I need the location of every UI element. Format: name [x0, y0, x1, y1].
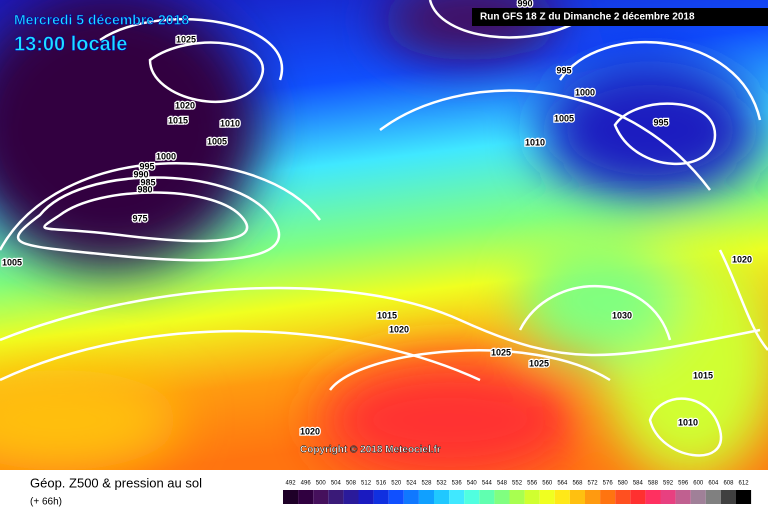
scale-cell	[494, 490, 510, 504]
run-info: Run GFS 18 Z du Dimanche 2 décembre 2018	[480, 12, 695, 23]
scale-cell	[736, 490, 752, 504]
scale-cell	[509, 490, 525, 504]
scale-cell	[720, 490, 736, 504]
scale-cell	[539, 490, 555, 504]
run-box	[472, 8, 768, 26]
map-background	[0, 0, 768, 480]
scale-label: 584	[633, 481, 644, 487]
scale-label: 576	[603, 481, 614, 487]
scale-label: 560	[542, 481, 553, 487]
scale-cell	[585, 490, 601, 504]
scale-cell	[418, 490, 434, 504]
scale-cell	[554, 490, 570, 504]
scale-label: 544	[482, 481, 493, 487]
scale-label: 564	[557, 481, 568, 487]
scale-label: 612	[739, 481, 750, 487]
isobar-label: 1020	[175, 100, 195, 110]
scale-cell	[660, 490, 676, 504]
scale-cell	[449, 490, 465, 504]
scale-cell	[705, 490, 721, 504]
isobar-label: 1005	[2, 257, 22, 267]
isobar-label: 1010	[525, 137, 545, 147]
isobar-label: 995	[556, 65, 571, 75]
isobar-label: 1030	[612, 310, 632, 320]
scale-label: 556	[527, 481, 538, 487]
isobar-label: 1020	[300, 426, 320, 436]
scale-label: 548	[497, 481, 508, 487]
footer-title: Géop. Z500 & pression au sol	[30, 475, 202, 490]
scale-label: 572	[588, 481, 599, 487]
scale-label: 528	[421, 481, 432, 487]
isobar-label: 1005	[554, 113, 574, 123]
isobar-label: 1020	[732, 254, 752, 264]
scale-label: 520	[391, 481, 402, 487]
scale-cell	[434, 490, 450, 504]
copyright: Copyright © 2018 Meteociel.fr	[300, 445, 441, 456]
isobar-label: 995	[653, 117, 668, 127]
scale-cell	[630, 490, 646, 504]
scale-cell	[343, 490, 359, 504]
scale-label: 588	[648, 481, 659, 487]
scale-cell	[615, 490, 631, 504]
scale-label: 500	[316, 481, 327, 487]
scale-label: 592	[663, 481, 674, 487]
scale-label: 552	[512, 481, 523, 487]
isobar-label: 1010	[220, 118, 240, 128]
scale-cell	[690, 490, 706, 504]
isobar-label: 980	[137, 184, 152, 194]
scale-label: 532	[437, 481, 448, 487]
isobar-label: 1005	[207, 136, 227, 146]
scale-cell	[524, 490, 540, 504]
scale-label: 496	[301, 481, 312, 487]
scale-label: 504	[331, 481, 342, 487]
isobar-label: 1010	[678, 417, 698, 427]
scale-label: 512	[361, 481, 372, 487]
isobar-label: 990	[517, 0, 532, 8]
isobar-label: 1025	[491, 347, 511, 357]
isobar-label: 1020	[389, 324, 409, 334]
scale-label: 516	[376, 481, 387, 487]
scale-label: 508	[346, 481, 357, 487]
isobar-label: 1015	[168, 115, 188, 125]
scale-cell	[358, 490, 374, 504]
scale-label: 540	[467, 481, 478, 487]
scale-label: 536	[452, 481, 463, 487]
isobar-label: 990	[133, 169, 148, 179]
isobar-label: 985	[140, 177, 155, 187]
scale-label: 568	[572, 481, 583, 487]
scale-cell	[403, 490, 419, 504]
isobar-label: 1015	[693, 370, 713, 380]
scale-cell	[373, 490, 389, 504]
isobar-label: 1000	[575, 87, 595, 97]
isobar-label: 1025	[529, 358, 549, 368]
scale-cell	[328, 490, 344, 504]
time: 13:00 locale	[14, 33, 127, 55]
footer-lead: (+ 66h)	[30, 497, 62, 508]
isobar-label: 995	[139, 161, 154, 171]
isobar-label: 1015	[377, 310, 397, 320]
scale-cell	[479, 490, 495, 504]
scale-label: 600	[693, 481, 704, 487]
scale-cell	[298, 490, 314, 504]
isobar-label: 1025	[176, 34, 196, 44]
scale-label: 492	[286, 481, 297, 487]
isobar-label: 975	[132, 213, 147, 223]
scale-label: 596	[678, 481, 689, 487]
scale-cell	[388, 490, 404, 504]
scale-cell	[313, 490, 329, 504]
scale-label: 524	[406, 481, 417, 487]
scale-cell	[675, 490, 691, 504]
scale-cell	[569, 490, 585, 504]
scale-cell	[645, 490, 661, 504]
scale-label: 580	[618, 481, 629, 487]
scale-cell	[283, 490, 299, 504]
scale-label: 608	[723, 481, 734, 487]
scale-cell	[464, 490, 480, 504]
scale-cell	[600, 490, 616, 504]
scale-label: 604	[708, 481, 719, 487]
date: Mercredi 5 décembre 2018	[14, 12, 189, 28]
isobar-label: 1000	[156, 151, 176, 161]
